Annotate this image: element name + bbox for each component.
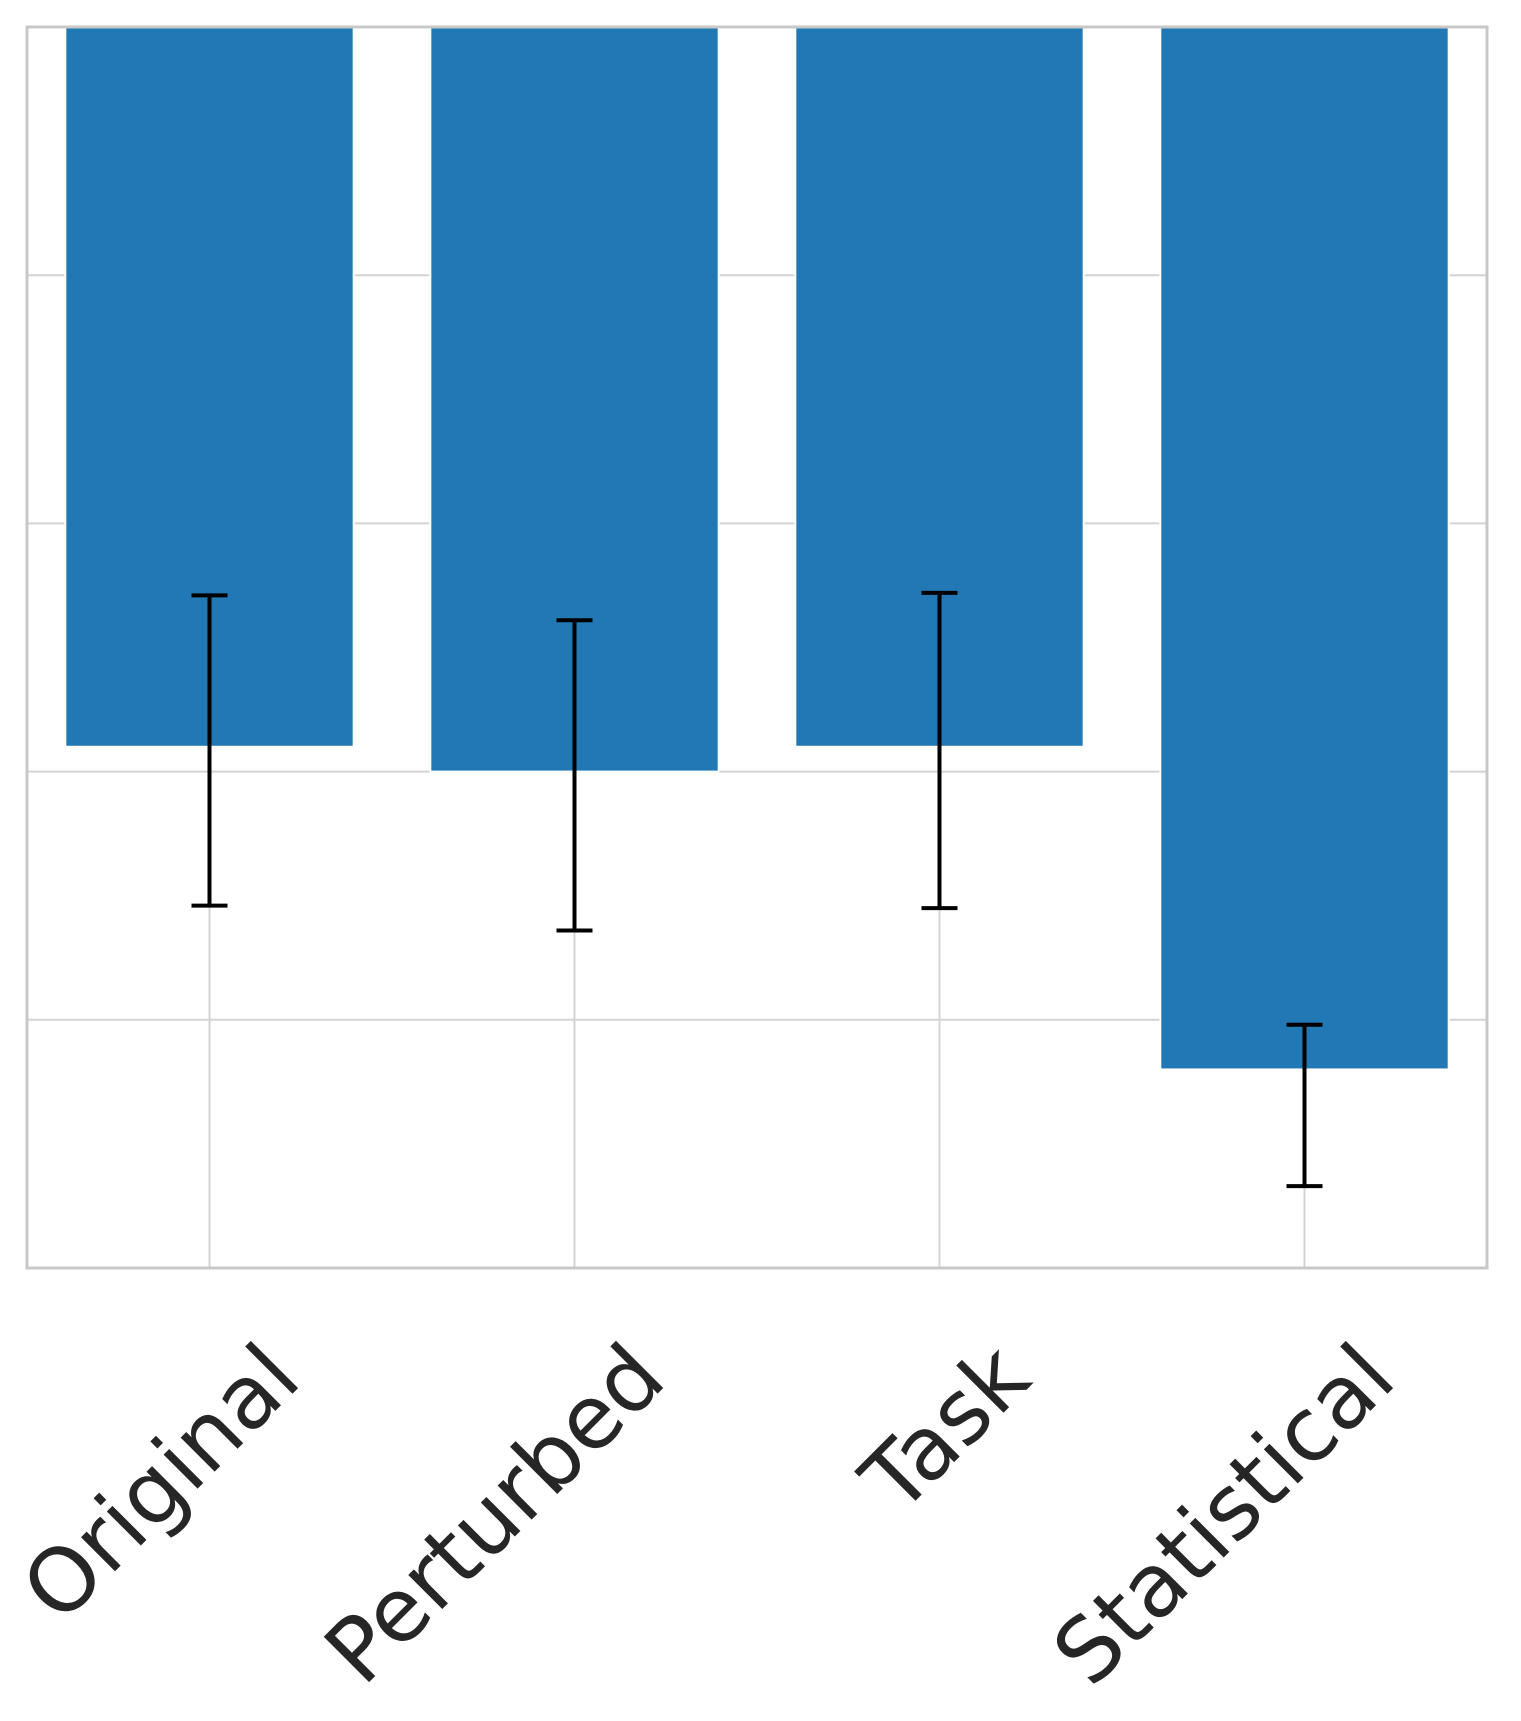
bar-statistical [1159,26,1450,1071]
x-tick-label-task: Task [841,1324,1049,1532]
bars [64,26,1450,1071]
error-bars [191,590,1323,1189]
error-bar-perturbed [556,618,593,933]
plot-frame [25,25,1489,1270]
x-tick-label-original: Original [2,1324,318,1640]
error-bar-original [191,593,228,908]
error-bar-task [921,590,958,911]
x-tick-label-perturbed: Perturbed [305,1324,684,1703]
error-bar-statistical [1286,1022,1323,1189]
x-tick-label-statistical: Statistical [1033,1324,1413,1704]
